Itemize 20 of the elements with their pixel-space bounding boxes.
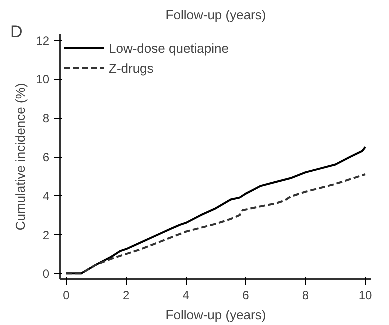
y-tick-label: 0 [42, 267, 50, 282]
x-tick-label: 0 [63, 288, 70, 302]
y-tick-label: 4 [42, 189, 50, 204]
y-tick-label: 2 [42, 228, 50, 242]
y-tick-label: 8 [42, 112, 50, 126]
legend-label: Z-drugs [109, 60, 154, 76]
y-axis-title: Cumulative incidence (%) [13, 83, 28, 231]
x-tick-label: 10 [358, 288, 373, 302]
y-tick-label: 10 [36, 72, 50, 87]
x-tick-label: 6 [242, 288, 250, 302]
line-series [65, 174, 367, 275]
x-tick-label: 4 [182, 288, 190, 302]
legend-label: Low-dose quetiapine [109, 40, 229, 56]
text: D [10, 22, 23, 42]
y-tick-label: 6 [42, 150, 50, 164]
x-tick-label: 2 [122, 288, 130, 302]
y-tick-label: 12 [36, 34, 50, 48]
chart-title: Follow-up (years) [166, 8, 266, 22]
x-axis-title: Follow-up (years) [166, 308, 266, 322]
x-tick-label: 8 [302, 288, 310, 302]
